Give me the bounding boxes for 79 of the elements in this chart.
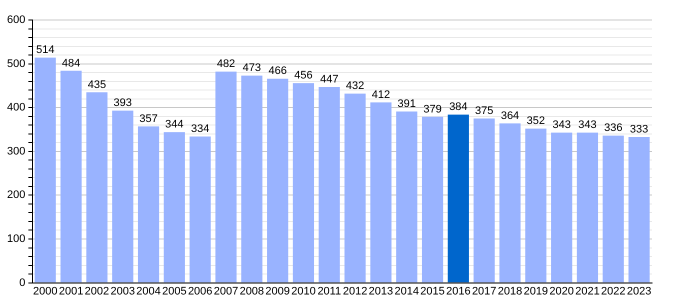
bar: [241, 76, 262, 282]
bar: [60, 70, 82, 282]
y-tick-label: 500: [6, 58, 26, 70]
x-tick-label: 2017: [472, 285, 496, 298]
data-label: 364: [500, 110, 520, 122]
bar: [525, 128, 546, 282]
x-tick-label: 2021: [575, 285, 600, 298]
data-label: 352: [526, 115, 545, 128]
data-label: 384: [449, 101, 468, 114]
data-label: 447: [320, 74, 338, 86]
x-tick-label: 2010: [291, 285, 316, 298]
bar: [422, 116, 444, 282]
x-tick-label: 2009: [265, 285, 290, 298]
bar: [344, 94, 366, 282]
data-label: 391: [398, 98, 416, 110]
x-tick-label: 2015: [420, 285, 445, 298]
data-label: 343: [552, 119, 571, 132]
bar: [164, 132, 185, 282]
bar: [628, 136, 650, 282]
bar: [474, 118, 495, 282]
bar: [86, 92, 108, 282]
data-label: 379: [423, 103, 442, 116]
x-tick-label: 2023: [626, 285, 652, 298]
data-label: 435: [88, 78, 106, 91]
x-tick-label: 2013: [368, 285, 394, 298]
bar: [448, 114, 469, 282]
bar: [292, 83, 314, 282]
x-tick-label: 2002: [84, 285, 110, 298]
data-label: 333: [630, 123, 648, 136]
data-label: 514: [36, 44, 54, 56]
data-label: 432: [346, 80, 364, 92]
y-tick-label: 600: [6, 14, 26, 26]
y-tick-label: 300: [6, 145, 26, 158]
bar: [190, 136, 211, 282]
x-tick-label: 2019: [524, 285, 548, 298]
data-label: 412: [372, 88, 390, 101]
data-label: 484: [62, 57, 80, 70]
bar: [267, 78, 288, 282]
bar: [112, 110, 134, 282]
y-tick-label: 400: [6, 102, 26, 114]
data-label: 344: [165, 118, 184, 131]
x-tick-label: 2007: [214, 285, 238, 298]
y-tick-label: 200: [6, 189, 26, 202]
x-tick-label: 2011: [317, 285, 342, 298]
x-tick-label: 2014: [394, 285, 419, 298]
data-label: 375: [475, 105, 494, 118]
data-label: 343: [578, 119, 597, 132]
data-label: 336: [604, 122, 622, 134]
x-tick-label: 2004: [136, 285, 161, 298]
bar: [499, 123, 521, 282]
x-tick-label: 2003: [110, 285, 135, 298]
bar: [34, 58, 56, 282]
y-tick-label: 0: [19, 276, 26, 289]
data-label: 334: [190, 123, 210, 136]
data-label: 456: [294, 70, 313, 82]
x-tick-label: 2022: [601, 285, 626, 298]
x-tick-label: 2001: [58, 285, 84, 298]
x-tick-label: 2000: [33, 285, 58, 298]
data-label: 357: [139, 112, 158, 125]
bar: [215, 72, 237, 282]
x-tick-label: 2020: [549, 285, 574, 298]
data-label: 482: [216, 58, 236, 70]
y-tick-label: 100: [6, 233, 26, 246]
x-tick-label: 2006: [188, 285, 212, 298]
bar: [396, 112, 418, 282]
bar: [602, 136, 624, 282]
data-label: 473: [242, 62, 261, 74]
x-tick-label: 2012: [342, 285, 368, 298]
bar: [318, 87, 340, 282]
data-label: 466: [268, 65, 287, 78]
bar: [576, 132, 598, 282]
data-label: 393: [114, 97, 132, 110]
bar: [138, 126, 160, 282]
x-tick-label: 2005: [162, 285, 187, 298]
x-tick-label: 2018: [498, 285, 522, 298]
bar: [551, 132, 572, 282]
bar: [370, 102, 392, 282]
x-tick-label: 2008: [240, 285, 264, 298]
x-tick-label: 2016: [446, 285, 471, 298]
